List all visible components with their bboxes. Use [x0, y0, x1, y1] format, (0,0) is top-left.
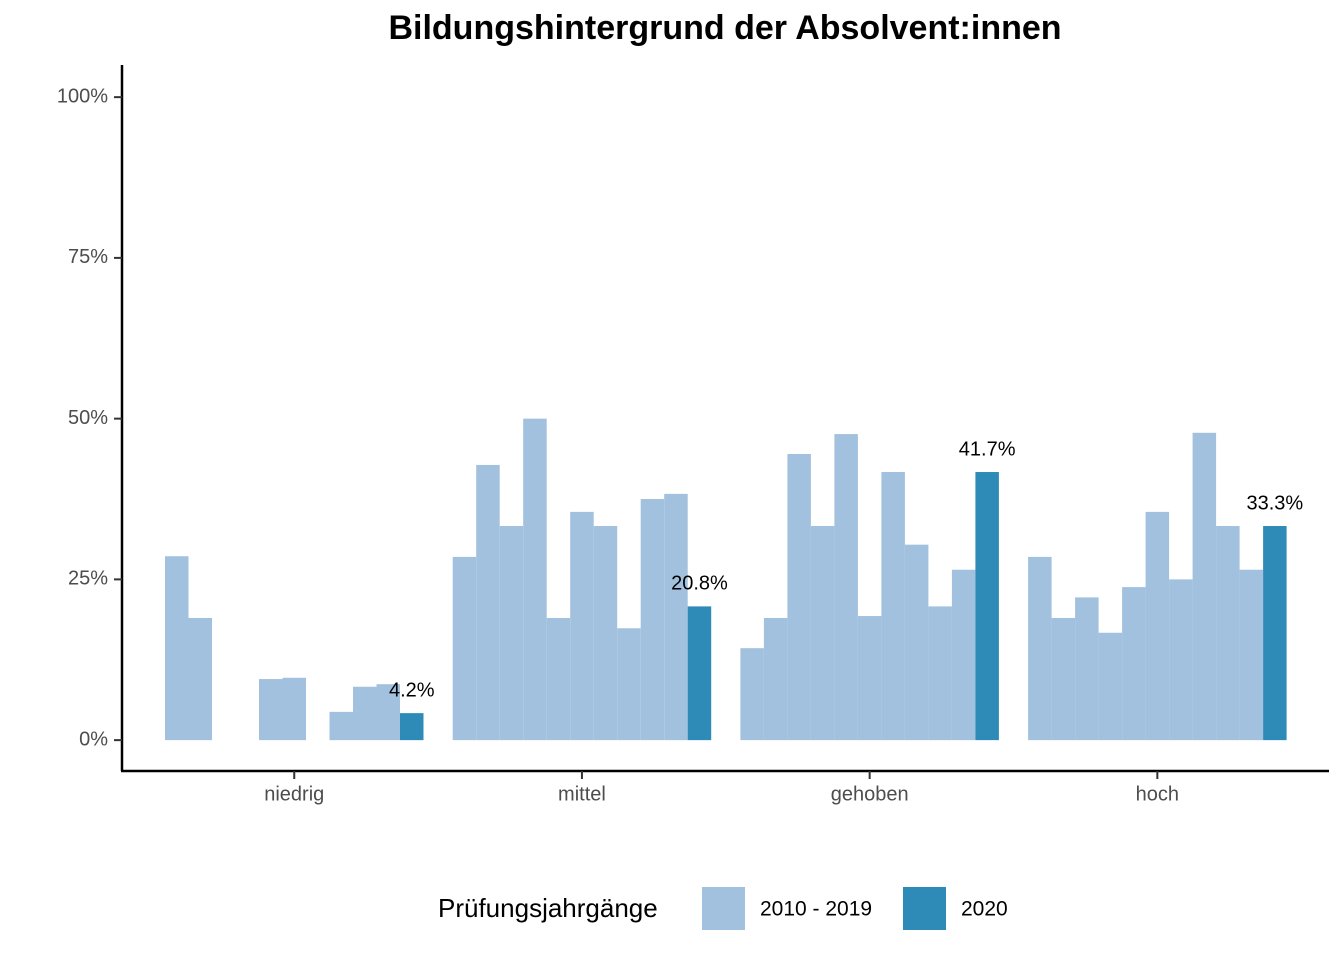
bar	[1192, 432, 1217, 741]
bar	[640, 499, 665, 741]
bar	[376, 684, 400, 741]
data-label: 4.2%	[389, 679, 435, 701]
x-tick-label: mittel	[558, 783, 606, 805]
bar	[1239, 569, 1264, 741]
y-tick-label: 75%	[68, 246, 108, 268]
bar	[523, 418, 547, 741]
data-label: 41.7%	[959, 438, 1016, 460]
data-label: 33.3%	[1246, 492, 1303, 514]
bar	[664, 493, 688, 741]
y-tick-label: 50%	[68, 407, 108, 429]
bar	[740, 648, 764, 741]
bar	[617, 628, 641, 741]
bar	[188, 617, 212, 741]
bar	[165, 556, 189, 741]
bar	[259, 679, 283, 741]
legend-swatch	[702, 887, 745, 930]
bar	[1216, 526, 1240, 741]
bar	[546, 617, 571, 741]
bar	[810, 526, 835, 741]
bar	[570, 511, 594, 741]
bar	[1263, 526, 1287, 741]
bar	[452, 556, 477, 741]
x-tick-label: hoch	[1136, 783, 1179, 805]
legend-label: 2010 - 2019	[760, 898, 872, 921]
data-label: 20.8%	[671, 573, 728, 595]
bar	[787, 454, 811, 741]
bar	[1028, 556, 1052, 741]
bar	[687, 606, 712, 741]
bar	[857, 616, 882, 741]
bar	[476, 464, 500, 741]
chart-title: Bildungshintergrund der Absolvent:innen	[388, 9, 1061, 47]
bar	[1169, 579, 1193, 741]
bar	[1098, 632, 1123, 741]
bar	[763, 617, 788, 741]
bar	[329, 711, 353, 741]
legend-title: Prüfungsjahrgänge	[438, 893, 658, 923]
bar	[975, 472, 999, 741]
x-tick-label: niedrig	[264, 783, 324, 805]
legend-label: 2020	[961, 898, 1008, 921]
y-tick-label: 0%	[79, 728, 108, 750]
y-tick-label: 100%	[57, 85, 108, 107]
bar	[834, 434, 858, 741]
bar	[928, 606, 952, 741]
x-tick-label: gehoben	[831, 783, 909, 805]
bar	[1051, 617, 1076, 741]
legend-swatch	[903, 887, 946, 930]
bar	[1145, 511, 1170, 741]
y-tick-label: 25%	[68, 568, 108, 590]
bar	[881, 472, 905, 741]
bar	[951, 569, 976, 741]
bar	[282, 677, 306, 741]
bar	[904, 544, 929, 741]
bar	[1075, 597, 1099, 741]
bar	[400, 713, 424, 741]
bar	[593, 526, 618, 741]
bar	[499, 526, 524, 741]
bar	[353, 686, 377, 741]
bar	[1122, 587, 1146, 741]
